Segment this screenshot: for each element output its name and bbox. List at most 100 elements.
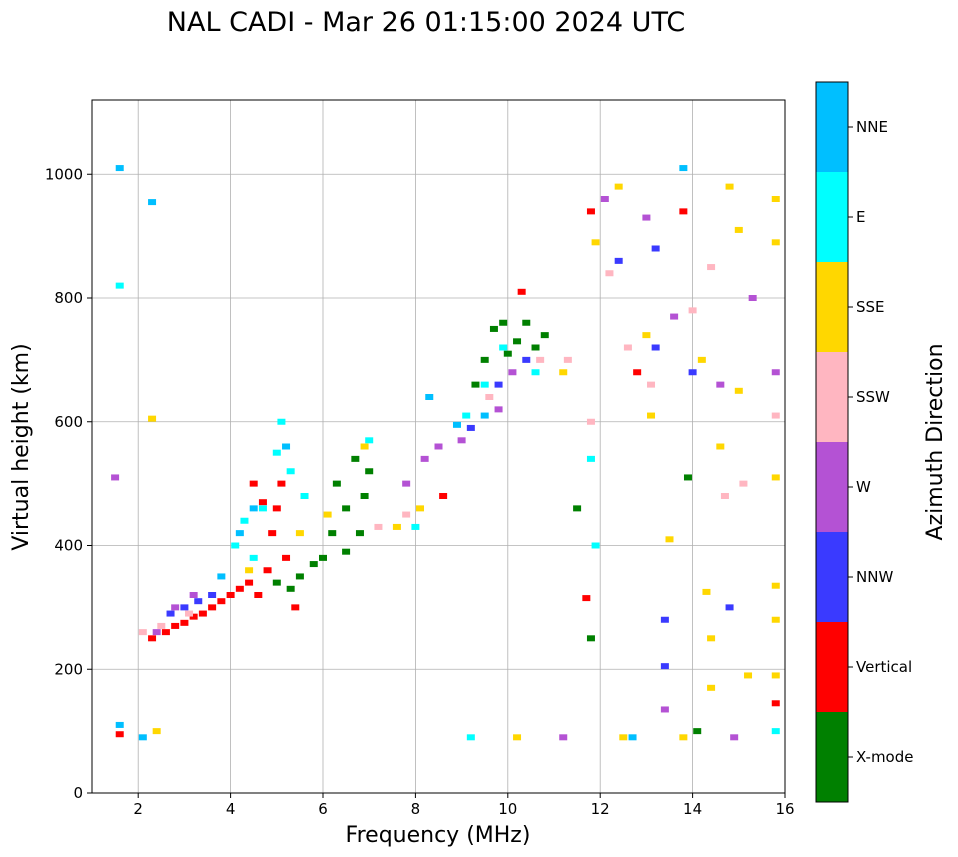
data-point <box>503 350 512 357</box>
data-point <box>148 415 157 422</box>
data-point <box>189 613 198 620</box>
colorbar-tick-label: E <box>856 208 865 226</box>
data-point <box>323 511 332 518</box>
data-point <box>152 728 161 735</box>
data-point <box>748 295 757 301</box>
data-point <box>245 579 254 586</box>
x-tick-label: 8 <box>411 800 421 818</box>
data-point <box>466 734 475 741</box>
x-tick-label: 10 <box>498 800 517 818</box>
data-point <box>208 604 217 611</box>
data-point <box>374 523 383 530</box>
data-point <box>115 731 124 738</box>
data-point <box>161 629 170 636</box>
colorbar-segment <box>816 442 848 532</box>
series-sse <box>148 183 780 741</box>
data-point <box>245 567 254 574</box>
data-point <box>148 199 157 206</box>
y-axis-label: Virtual height (km) <box>9 343 34 550</box>
data-point <box>194 598 203 605</box>
y-tick-label: 400 <box>54 537 83 555</box>
data-point <box>286 468 295 475</box>
plot-frame <box>91 99 786 794</box>
data-point <box>771 412 780 419</box>
data-point <box>411 523 420 530</box>
data-point <box>152 629 161 636</box>
data-point <box>771 616 780 623</box>
data-point <box>688 307 697 314</box>
colorbar-label: Azimuth Direction <box>923 343 948 540</box>
data-point <box>716 443 725 450</box>
data-point <box>499 344 508 351</box>
data-point <box>559 369 568 376</box>
data-point <box>702 588 711 595</box>
data-point <box>734 387 743 394</box>
data-point <box>522 356 531 363</box>
data-point <box>642 214 651 221</box>
data-point <box>471 381 480 388</box>
chart-title: NAL CADI - Mar 26 01:15:00 2024 UTC <box>167 7 685 38</box>
colorbar-segment <box>816 712 848 802</box>
data-point <box>480 356 489 363</box>
series-vertical <box>115 208 780 738</box>
data-point <box>235 585 244 592</box>
data-point <box>517 288 526 295</box>
data-point <box>295 530 304 537</box>
data-point <box>614 257 623 264</box>
data-point <box>420 455 429 462</box>
data-point <box>531 369 540 376</box>
data-point <box>771 728 780 735</box>
data-point <box>536 356 545 363</box>
data-point <box>272 505 281 512</box>
series-nne <box>115 165 688 741</box>
colorbar: X-mode Vertical NNW W SSW SSE E NNE <box>815 81 913 803</box>
data-point <box>559 734 568 741</box>
data-point <box>744 672 753 679</box>
data-point <box>480 381 489 388</box>
data-point <box>240 517 249 524</box>
data-point <box>351 455 360 462</box>
y-tick-label: 1000 <box>45 165 83 183</box>
data-point <box>739 480 748 487</box>
x-tick-label: 14 <box>683 800 702 818</box>
data-point <box>138 734 147 741</box>
y-tick-label: 0 <box>73 784 83 802</box>
data-point <box>688 369 697 376</box>
data-point <box>365 468 374 475</box>
data-point <box>494 381 503 388</box>
data-point <box>660 706 669 713</box>
data-point <box>171 604 180 611</box>
data-point <box>679 734 688 741</box>
data-point <box>670 313 679 320</box>
x-tick-label: 6 <box>318 800 328 818</box>
series-x-mode <box>272 319 702 735</box>
data-point <box>231 542 240 549</box>
data-point <box>180 619 189 626</box>
data-point <box>660 663 669 670</box>
data-point <box>619 734 628 741</box>
data-point <box>466 424 475 431</box>
data-point <box>258 505 267 512</box>
series-nnw <box>166 245 734 670</box>
colorbar-tick-label: W <box>856 478 871 496</box>
x-tick-label: 4 <box>226 800 236 818</box>
data-point <box>439 493 448 499</box>
colorbar-segment <box>816 352 848 442</box>
data-point <box>249 554 258 561</box>
colorbar-tick-label: NNW <box>856 568 893 586</box>
data-point <box>540 332 549 339</box>
data-point <box>771 369 780 376</box>
data-point <box>499 319 508 326</box>
data-point <box>263 567 272 574</box>
data-point <box>462 412 471 419</box>
data-point <box>707 264 716 271</box>
data-point <box>425 394 434 400</box>
data-point <box>328 530 337 537</box>
data-point <box>452 421 461 428</box>
data-point <box>272 579 281 586</box>
data-point <box>138 629 147 636</box>
data-point <box>309 561 318 568</box>
data-point <box>166 610 175 617</box>
data-point <box>693 728 702 735</box>
data-point <box>434 443 443 450</box>
